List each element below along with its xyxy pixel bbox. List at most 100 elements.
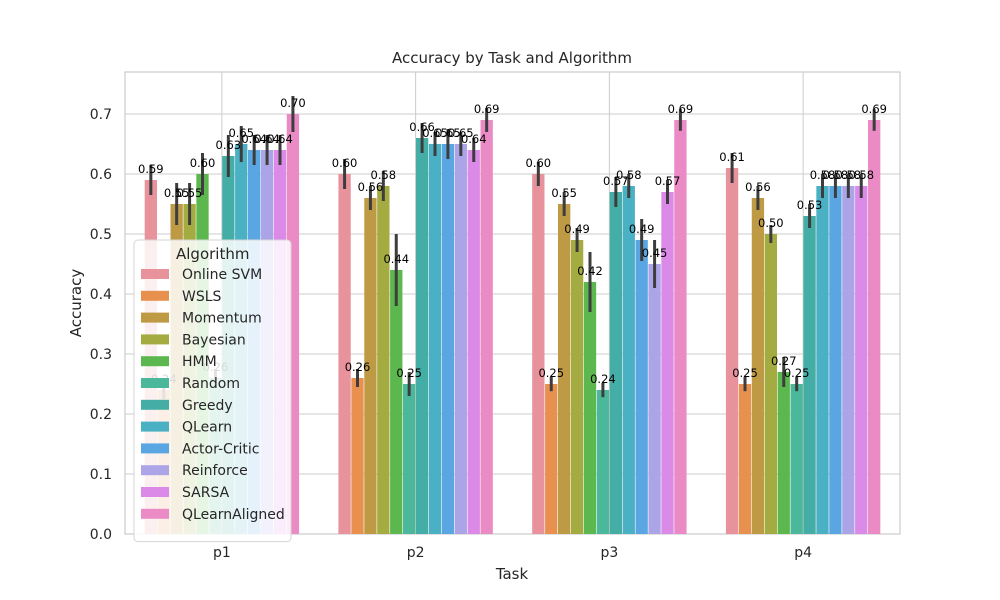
legend-swatch-hmm [141,356,169,367]
x-axis-label: Task [495,565,529,583]
bar-bayesian-p4 [764,234,777,534]
bar-random-p4 [790,384,803,534]
plot-area: 0.0 0.1 0.2 0.3 0.4 0.5 0.6 0.7 p1 p2 p3 p4 0.59 0.60… [90,71,901,561]
bar-hmm-p3 [583,282,597,534]
legend-swatch-online-svm [141,269,169,279]
data-label: 0.49 [629,222,655,236]
x-tick-label-p4: p4 [794,545,812,561]
data-label: 0.58 [371,168,397,182]
y-tick-label: 0.2 [90,407,112,423]
legend-entry-qlearnaligned: QLearnAligned [182,507,285,523]
bar-hmm-p2 [390,270,403,534]
bar-random-p3 [596,390,610,534]
data-label: 0.69 [861,102,887,116]
data-label: 0.64 [254,132,280,146]
bar-qlearn-p3 [622,186,635,534]
y-tick-label: 0.6 [90,167,112,183]
legend-entry-bayesian: Bayesian [182,332,246,348]
legend-box [133,239,292,543]
data-label: 0.58 [810,168,836,182]
data-label: 0.70 [280,96,306,110]
legend-swatch-greedy [141,399,169,410]
y-tick-label: 0.5 [90,227,112,243]
bar-hmm-p4 [777,372,790,534]
legend-swatch-bayesian [141,334,169,345]
y-tick-label: 0.7 [90,107,112,123]
data-label: 0.60 [526,156,552,170]
bar-actor-critic-p2 [441,144,455,534]
bar-qlearnaligned-p2 [480,120,493,534]
bar-actor-critic-p4 [829,186,842,534]
bar-momentum-p3 [558,204,571,534]
data-label: 0.50 [758,216,784,230]
bar-qlearnaligned-p3 [674,120,687,534]
data-label: 0.25 [784,366,810,380]
bar-wsls-p4 [738,384,752,534]
data-label: 0.65 [422,126,448,140]
data-label: 0.69 [668,102,694,116]
bar-qlearn-p2 [428,144,442,534]
legend-swatch-momentum [141,312,169,323]
legend-title: Algorithm [176,245,249,263]
data-label: 0.64 [241,132,267,146]
bar-greedy-p4 [803,216,816,534]
legend-swatch-actor-critic [141,443,169,454]
data-label: 0.25 [732,366,758,380]
data-label: 0.27 [771,354,797,368]
data-label: 0.25 [396,366,422,380]
legend: Algorithm Online SVM WSLS Momentum Bayesian H… [133,239,292,543]
data-label: 0.55 [177,186,203,200]
data-label: 0.58 [823,168,849,182]
bar-bayesian-p2 [377,186,390,534]
data-label: 0.26 [345,360,371,374]
data-label: 0.55 [551,186,577,200]
bar-actor-critic-p3 [635,240,648,534]
data-label: 0.45 [642,246,668,260]
y-tick-label: 0.1 [90,467,112,483]
data-label: 0.65 [228,126,254,140]
bar-bayesian-p3 [570,240,584,534]
data-label: 0.42 [577,264,603,278]
bar-momentum-p2 [364,198,377,534]
data-label: 0.55 [164,186,190,200]
bar-sarsa-p2 [467,150,480,534]
legend-entry-qlearn: QLearn [182,420,232,436]
y-tick-label: 0.4 [90,287,112,303]
y-tick-label: 0.3 [90,347,112,363]
y-axis-label: Accuracy [67,269,85,338]
data-label: 0.61 [719,150,745,164]
bar-wsls-p3 [545,384,558,534]
bar-greedy-p2 [415,138,429,534]
legend-entry-reinforce: Reinforce [182,463,248,479]
legend-swatch-qlearn [141,421,169,432]
data-label: 0.69 [474,102,500,116]
y-tick-label: 0.0 [90,527,112,543]
bar-online-svm-p2 [338,174,351,534]
data-label: 0.58 [616,168,642,182]
data-label: 0.57 [603,174,629,188]
legend-entry-random: Random [182,376,240,392]
legend-entry-momentum: Momentum [182,311,262,327]
legend-swatch-qlearnaligned [141,508,169,519]
data-label: 0.58 [848,168,874,182]
data-label: 0.25 [538,366,564,380]
data-label: 0.64 [461,132,487,146]
data-label: 0.56 [745,180,771,194]
bar-qlearn-p4 [816,186,829,534]
data-label: 0.65 [448,126,474,140]
data-label: 0.64 [267,132,293,146]
legend-swatch-wsls [141,290,169,301]
bar-wsls-p2 [351,378,364,534]
data-label: 0.60 [332,156,358,170]
data-label: 0.66 [409,120,435,134]
legend-swatch-random [141,378,169,388]
bar-reinforce-p3 [648,264,661,534]
bar-greedy-p3 [609,192,622,534]
legend-entry-greedy: Greedy [182,398,233,414]
bar-random-p2 [403,384,416,534]
bar-qlearnaligned-p4 [868,120,881,534]
bar-sarsa-p3 [661,192,674,534]
legend-entry-sarsa: SARSA [182,485,230,501]
legend-swatch-reinforce [141,465,169,476]
